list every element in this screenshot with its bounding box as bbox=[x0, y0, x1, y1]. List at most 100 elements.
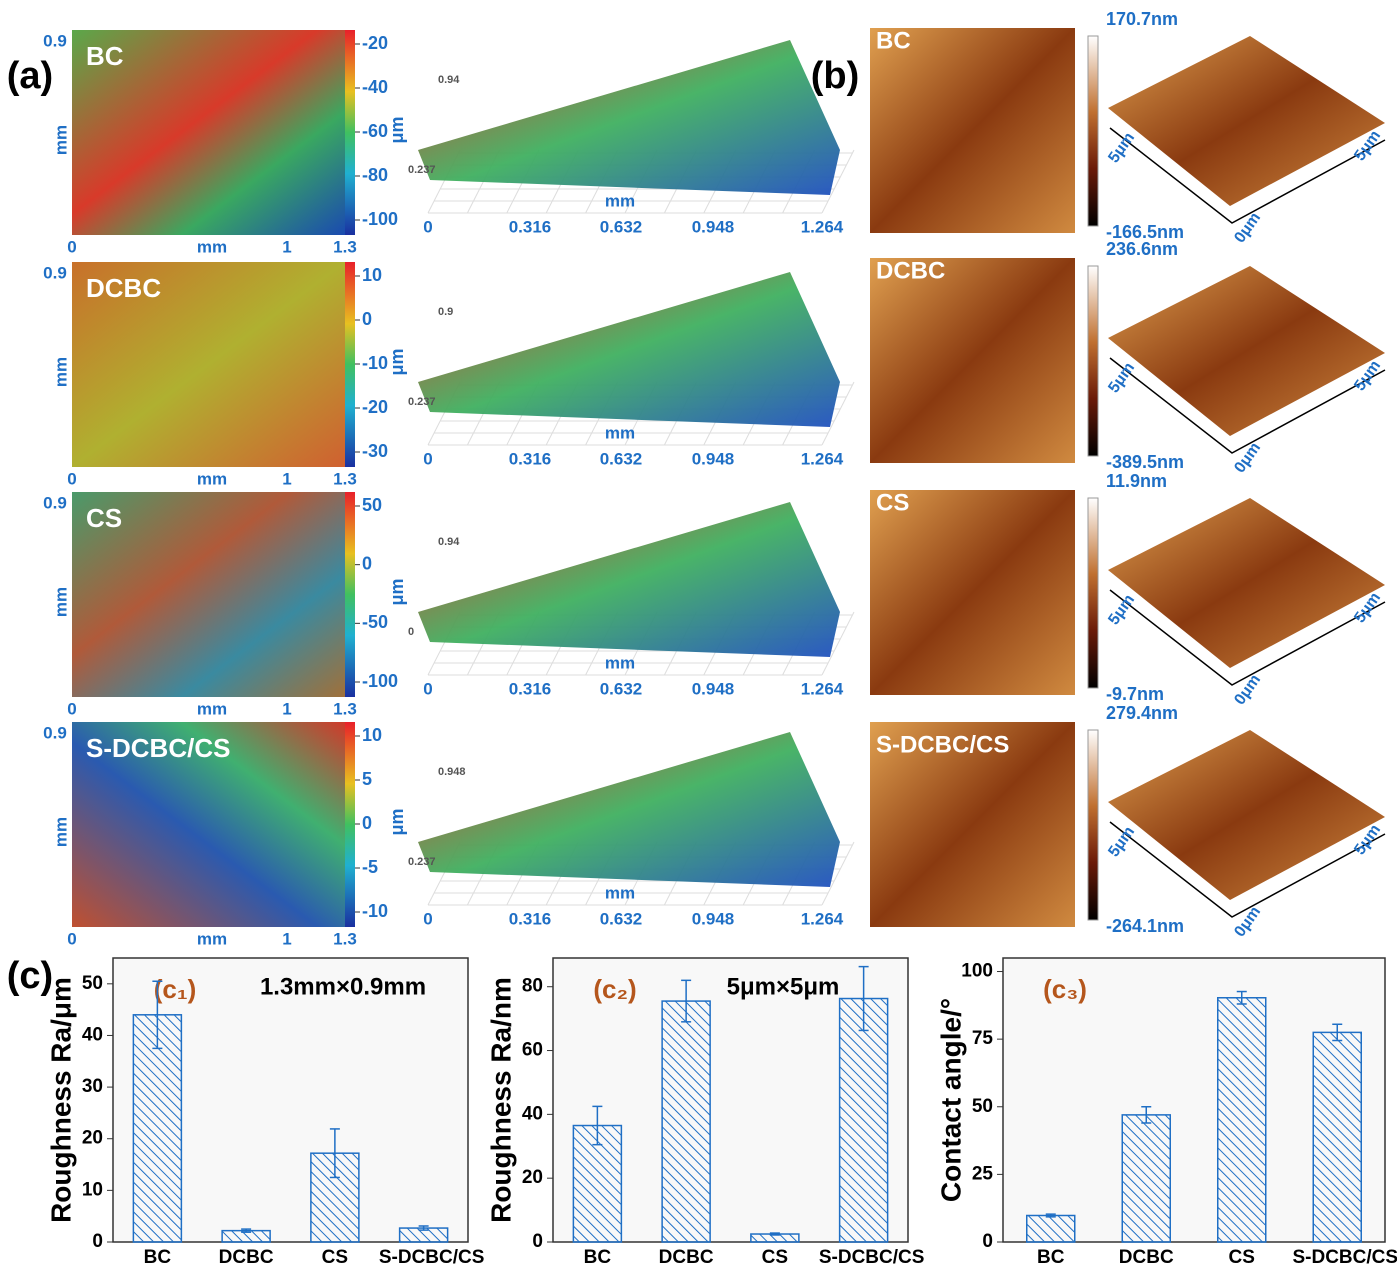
figure: (a)(b)(c)BC0.9mm0mm11.3-20-40-60-80-100μ… bbox=[0, 0, 1397, 1270]
colorbar bbox=[345, 262, 355, 467]
surface-x-tick: 0 bbox=[423, 449, 432, 468]
afm-axis-label: 5μm bbox=[1105, 359, 1138, 396]
y-tick-label: 0 bbox=[532, 1231, 543, 1252]
x-tick-label: BC bbox=[144, 1247, 172, 1268]
map-x-label: 1 bbox=[282, 237, 291, 256]
y-tick-label: 20 bbox=[82, 1128, 103, 1149]
bar bbox=[1122, 1115, 1170, 1242]
surface-x-label: mm bbox=[605, 883, 635, 902]
x-tick-label: BC bbox=[584, 1247, 612, 1268]
y-axis-label: Roughness Ra/μm bbox=[45, 977, 76, 1223]
y-tick-label: 0 bbox=[982, 1231, 993, 1252]
chart-tag: (c₁) bbox=[154, 974, 197, 1004]
colorbar-tick-label: -20 bbox=[362, 33, 388, 53]
afm-colorbar bbox=[1088, 36, 1098, 226]
bar bbox=[1218, 998, 1266, 1242]
map-y-label: 0.9 bbox=[43, 263, 67, 282]
colorbar-tick-label: -20 bbox=[362, 397, 388, 417]
x-tick-label: CS bbox=[762, 1247, 788, 1268]
surface-x-tick: 1.264 bbox=[801, 679, 844, 698]
map-y-label: mm bbox=[51, 357, 70, 387]
y-axis-label: Contact angle/° bbox=[935, 998, 966, 1202]
map-y-label: mm bbox=[51, 587, 70, 617]
y-tick-label: 50 bbox=[972, 1096, 993, 1117]
colorbar-unit: μm bbox=[387, 578, 407, 605]
surface-x-tick: 0.948 bbox=[692, 217, 735, 236]
colorbar-tick-label: 0 bbox=[362, 309, 372, 329]
bar bbox=[1027, 1215, 1075, 1242]
surface-x-tick: 0 bbox=[423, 909, 432, 928]
colorbar-unit: μm bbox=[387, 808, 407, 835]
x-tick-label: BC bbox=[1037, 1247, 1065, 1268]
colorbar-tick-label: -60 bbox=[362, 121, 388, 141]
surface bbox=[418, 40, 840, 195]
afm-image bbox=[870, 490, 1075, 695]
map-x-label: mm bbox=[197, 237, 227, 256]
afm-min: -9.7nm bbox=[1106, 684, 1164, 704]
surface-x-tick: 0.316 bbox=[509, 449, 552, 468]
colorbar-tick-label: -5 bbox=[362, 857, 378, 877]
panel-label: (a) bbox=[7, 55, 53, 97]
y-tick-label: 60 bbox=[522, 1040, 543, 1061]
map-x-label: 1.3 bbox=[333, 237, 357, 256]
y-tick-label: 80 bbox=[522, 976, 543, 997]
y-tick-label: 40 bbox=[82, 1024, 103, 1045]
colorbar-tick-label: -100 bbox=[362, 209, 398, 229]
surface-y-label: 0 bbox=[408, 626, 414, 638]
afm-axis-label: 5μm bbox=[1105, 591, 1138, 628]
afm-axis-label: 0μm bbox=[1231, 903, 1264, 940]
colorbar-tick-label: -30 bbox=[362, 441, 388, 461]
sample-label: CS bbox=[86, 503, 122, 533]
afm-surface bbox=[1108, 36, 1385, 206]
chart-subtitle: 1.3mm×0.9mm bbox=[260, 973, 426, 1000]
bar bbox=[662, 1001, 710, 1242]
map-x-label: 1.3 bbox=[333, 699, 357, 718]
colorbar bbox=[345, 722, 355, 927]
colorbar bbox=[345, 492, 355, 697]
x-tick-label: DCBC bbox=[659, 1247, 714, 1268]
map-y-label: 0.9 bbox=[43, 723, 67, 742]
afm-max: 170.7nm bbox=[1106, 9, 1178, 29]
colorbar bbox=[345, 30, 355, 235]
afm-axis-label: 5μm bbox=[1105, 823, 1138, 860]
colorbar-unit: μm bbox=[387, 116, 407, 143]
colorbar-tick-label: -40 bbox=[362, 77, 388, 97]
afm-max: 11.9nm bbox=[1106, 471, 1167, 491]
x-tick-label: CS bbox=[322, 1247, 348, 1268]
sample-label: DCBC bbox=[876, 257, 945, 284]
surface-x-tick: 0.632 bbox=[600, 217, 643, 236]
sample-label: S-DCBC/CS bbox=[876, 731, 1009, 758]
surface-x-tick: 0.316 bbox=[509, 679, 552, 698]
surface-x-tick: 0.632 bbox=[600, 909, 643, 928]
surface-y-label: 0.94 bbox=[438, 536, 460, 548]
afm-min: -264.1nm bbox=[1106, 916, 1184, 936]
afm-max: 236.6nm bbox=[1106, 239, 1178, 259]
colorbar-unit: μm bbox=[387, 348, 407, 375]
afm-axis-label: 0μm bbox=[1231, 209, 1264, 246]
map-x-label: mm bbox=[197, 699, 227, 718]
x-tick-label: CS bbox=[1229, 1247, 1255, 1268]
map-x-label: 1.3 bbox=[333, 929, 357, 948]
y-tick-label: 25 bbox=[972, 1163, 994, 1184]
surface-x-tick: 1.264 bbox=[801, 449, 844, 468]
x-tick-label: DCBC bbox=[219, 1247, 274, 1268]
surface-x-tick: 0.948 bbox=[692, 449, 735, 468]
afm-max: 279.4nm bbox=[1106, 703, 1178, 723]
y-tick-label: 20 bbox=[522, 1167, 543, 1188]
x-tick-label: DCBC bbox=[1119, 1247, 1174, 1268]
surface-x-tick: 0.948 bbox=[692, 679, 735, 698]
afm-axis-label: 5μm bbox=[1105, 129, 1138, 166]
colorbar-tick-label: 10 bbox=[362, 265, 382, 285]
y-tick-label: 30 bbox=[82, 1076, 103, 1097]
surface-x-tick: 0.632 bbox=[600, 679, 643, 698]
map-x-label: 0 bbox=[67, 699, 76, 718]
map-x-label: 1 bbox=[282, 469, 291, 488]
surface-x-tick: 0.316 bbox=[509, 217, 552, 236]
sample-label: DCBC bbox=[86, 273, 161, 303]
chart-subtitle: 5μm×5μm bbox=[727, 973, 840, 1000]
map-x-label: 1 bbox=[282, 699, 291, 718]
y-tick-label: 100 bbox=[961, 961, 993, 982]
colorbar-tick-label: 5 bbox=[362, 769, 372, 789]
map-y-label: 0.9 bbox=[43, 493, 67, 512]
surface-x-label: mm bbox=[605, 423, 635, 442]
